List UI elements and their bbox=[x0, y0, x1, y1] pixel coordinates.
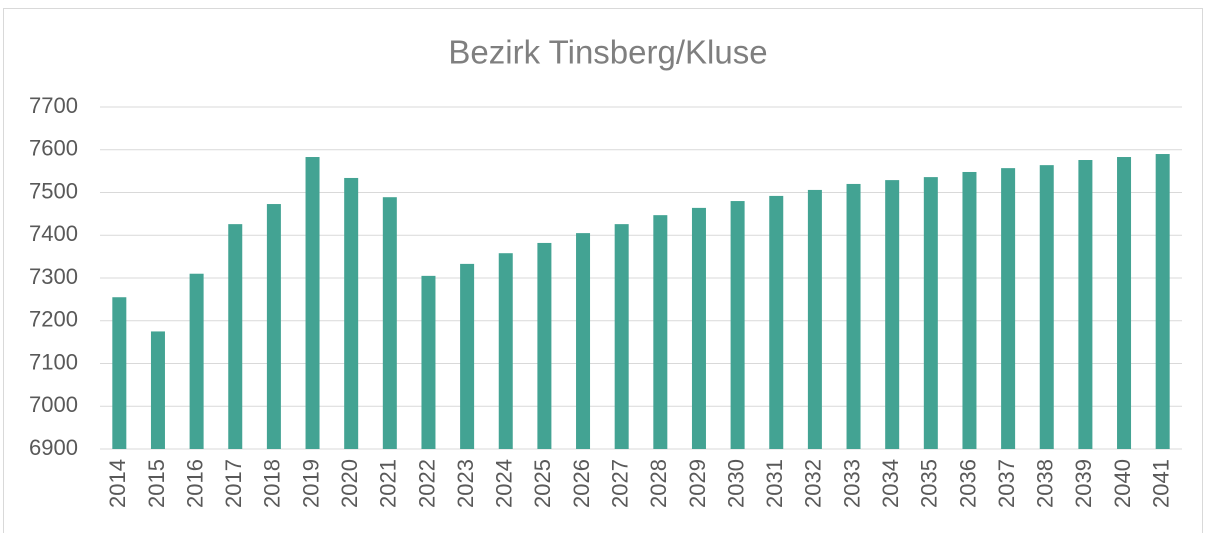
x-tick-label: 2031 bbox=[762, 459, 787, 508]
x-tick-label: 2019 bbox=[298, 459, 323, 508]
bar bbox=[1001, 168, 1016, 449]
x-tick-label: 2036 bbox=[955, 459, 980, 508]
x-tick-label: 2030 bbox=[723, 459, 748, 508]
bar bbox=[576, 233, 591, 449]
y-tick-label: 7500 bbox=[29, 178, 78, 203]
x-tick-label: 2015 bbox=[144, 459, 169, 508]
chart-title: Bezirk Tinsberg/Kluse bbox=[448, 34, 767, 71]
bar bbox=[653, 215, 668, 449]
bar bbox=[1039, 165, 1054, 449]
x-tick-label: 2014 bbox=[105, 459, 130, 508]
bar bbox=[730, 201, 745, 449]
x-tick-label: 2017 bbox=[221, 459, 246, 508]
x-tick-label: 2021 bbox=[376, 459, 401, 508]
bar bbox=[228, 224, 243, 449]
x-tick-label: 2023 bbox=[453, 459, 478, 508]
x-tick-label: 2027 bbox=[607, 459, 632, 508]
bar bbox=[769, 195, 784, 449]
x-tick-label: 2029 bbox=[685, 459, 710, 508]
y-tick-label: 7000 bbox=[29, 392, 78, 417]
x-tick-label: 2024 bbox=[492, 459, 517, 508]
bar bbox=[421, 275, 436, 449]
bar bbox=[112, 297, 127, 449]
x-tick-label: 2037 bbox=[994, 459, 1019, 508]
bar bbox=[460, 263, 475, 449]
x-tick-label: 2038 bbox=[1033, 459, 1058, 508]
x-tick-label: 2039 bbox=[1071, 459, 1096, 508]
y-tick-label: 7700 bbox=[29, 93, 78, 118]
y-tick-label: 7100 bbox=[29, 349, 78, 374]
bar bbox=[150, 331, 165, 449]
bar bbox=[1155, 154, 1170, 449]
x-tick-label: 2040 bbox=[1110, 459, 1135, 508]
bar bbox=[305, 157, 320, 449]
bar bbox=[382, 197, 397, 449]
bar bbox=[344, 177, 359, 449]
bar bbox=[1078, 160, 1093, 449]
bar bbox=[691, 207, 706, 449]
bar bbox=[537, 242, 552, 449]
bar bbox=[498, 253, 513, 449]
x-tick-label: 2020 bbox=[337, 459, 362, 508]
y-tick-label: 7400 bbox=[29, 221, 78, 246]
y-tick-label: 7600 bbox=[29, 136, 78, 161]
bar bbox=[614, 224, 629, 449]
bar bbox=[189, 273, 204, 449]
x-tick-label: 2026 bbox=[569, 459, 594, 508]
bar bbox=[885, 180, 900, 450]
bar bbox=[923, 177, 938, 450]
y-tick-label: 7200 bbox=[29, 307, 78, 332]
x-tick-label: 2025 bbox=[530, 459, 555, 508]
x-tick-label: 2041 bbox=[1148, 459, 1173, 508]
x-tick-label: 2034 bbox=[878, 459, 903, 508]
x-tick-label: 2033 bbox=[839, 459, 864, 508]
x-tick-label: 2016 bbox=[182, 459, 207, 508]
x-tick-label: 2035 bbox=[917, 459, 942, 508]
bar bbox=[266, 204, 281, 449]
x-tick-label: 2032 bbox=[801, 459, 826, 508]
x-tick-label: 2018 bbox=[260, 459, 285, 508]
x-tick-label: 2022 bbox=[414, 459, 439, 508]
bar bbox=[962, 171, 977, 450]
x-tick-label: 2028 bbox=[646, 459, 671, 508]
bar bbox=[846, 183, 861, 449]
bar bbox=[1117, 157, 1132, 449]
chart-border bbox=[3, 8, 1203, 533]
y-tick-label: 6900 bbox=[29, 435, 78, 460]
y-tick-label: 7300 bbox=[29, 264, 78, 289]
bar bbox=[807, 189, 822, 449]
